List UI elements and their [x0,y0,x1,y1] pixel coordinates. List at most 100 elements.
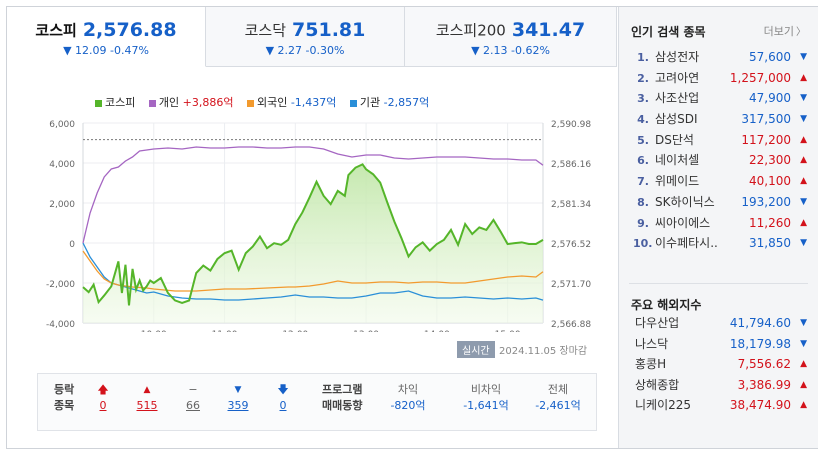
index-name[interactable]: 나스닥 [635,336,669,351]
legend-swatch [246,99,254,107]
stock-name[interactable]: 위메이드 [655,174,700,189]
down-arrow-icon: ▼ [800,52,807,62]
individual-line [82,146,544,244]
index-value: 18,179.98 [729,336,791,351]
legend-individual[interactable]: 개인 +3,886억 [148,96,234,109]
breadth-unchanged[interactable]: − 66 [173,382,213,414]
world-index-item[interactable]: 홍콩H 7,556.62 ▲ [633,354,807,375]
popular-item[interactable]: 9. 씨아이에스 11,260 ▲ [633,213,807,234]
breadth-count[interactable]: 0 [99,399,107,412]
stock-price: 1,257,000 [729,70,791,85]
popular-item[interactable]: 3. 사조산업 47,900 ▼ [633,88,807,109]
breadth-up[interactable]: ▲ 515 [127,382,167,414]
stock-name[interactable]: 네이처셀 [655,153,700,168]
down-arrow-icon: ▼ [800,196,807,207]
legend-value: +3,886억 [182,96,234,109]
down-arrow-icon: ▼ [234,385,242,395]
legend-institution[interactable]: 기관 -2,857억 [349,96,430,109]
breadth-count[interactable]: 359 [227,399,249,412]
legend-label: 기관 [359,96,381,109]
up-arrow-icon: ▲ [800,134,807,145]
legend-kospi[interactable]: 코스피 [95,96,135,109]
stock-price: 40,100 [749,174,791,189]
world-index-item[interactable]: 상해종합 3,386.99 ▲ [633,375,807,396]
up-arrow-icon: ▲ [143,385,151,395]
world-title: 주요 해외지수 [631,298,702,312]
stock-name[interactable]: 삼성전자 [655,50,700,64]
x-tick-label: 11:00 [212,330,238,332]
up-arrow-icon: ▲ [800,155,807,166]
popular-item[interactable]: 6. 네이처셀 22,300 ▲ [633,150,807,171]
popular-list: 1. 삼성전자 57,600 ▼ 2. 고려아연 1,257,000 ▲ 3. 사조산업 47,90… [633,47,807,254]
tab-kospi200[interactable]: 코스피200 341.47 ▼ 2.13 -0.62% [405,7,617,67]
rank: 8. [637,195,649,209]
program-total: 전체 -2,461억 [535,383,581,412]
index-value: 3,386.99 [737,377,791,392]
legend-swatch [148,99,156,107]
breadth-count[interactable]: 0 [279,399,287,412]
rank: 4. [637,113,649,127]
stock-name[interactable]: 삼성SDI [655,112,698,127]
upper-limit-arrow-icon: 🡅 [97,383,109,396]
popular-item[interactable]: 5. DS단석 117,200 ▲ [633,130,807,151]
breadth-count[interactable]: 515 [136,399,158,412]
intraday-chart: 6,000 2,590.98 4,000 2,586.16 2,000 2,581.34 0… [46,120,591,332]
tab-kosdaq[interactable]: 코스닥 751.81 ▼ 2.27 -0.30% [206,7,405,67]
legend-swatch [349,99,357,107]
world-index-item[interactable]: 다우산업 41,794.60 ▼ [633,313,807,334]
index-value: 7,556.62 [737,357,791,371]
popular-title: 인기 검색 종목 [631,25,706,39]
more-link[interactable]: 더보기 〉 [763,25,806,38]
stock-name[interactable]: 고려아연 [655,70,700,85]
index-value: 41,794.60 [729,316,791,330]
popular-item[interactable]: 4. 삼성SDI 317,500 ▼ [633,109,807,130]
popular-item[interactable]: 7. 위메이드 40,100 ▲ [633,171,807,192]
popular-item[interactable]: 8. SK하이닉스 193,200 ▼ [633,192,807,213]
index-name[interactable]: 다우산업 [635,316,680,330]
down-arrow-icon: ▼ [800,338,807,349]
popular-item[interactable]: 10. 이수페타시.. 31,850 ▼ [633,233,807,254]
y-left-tick-label: 2,000 [49,200,75,210]
index-name[interactable]: 홍콩H [635,357,667,371]
tab-value: 341.47 [511,19,586,41]
world-index-item[interactable]: 나스닥 18,179.98 ▼ [633,334,807,355]
legend-value: -2,857억 [383,96,430,109]
kospi-line [82,163,544,306]
y-right-tick-label: 2,571.70 [551,280,591,290]
rank: 7. [637,175,649,189]
breadth-lower-limit[interactable]: 🡇 0 [263,382,303,414]
stock-name[interactable]: DS단석 [655,132,694,147]
program-non-arbitrage: 비차익 -1,641억 [463,383,509,412]
legend-foreign[interactable]: 외국인 -1,437억 [246,96,337,109]
rank: 9. [637,216,649,230]
rank: 1. [637,51,649,64]
x-tick-label: 13:00 [353,330,379,332]
realtime-badge[interactable]: 실시간 [457,341,495,358]
breadth-down[interactable]: ▼ 359 [218,382,258,414]
tab-change: ▼ 2.27 -0.30% [265,44,345,57]
down-arrow-icon: ▼ [800,114,807,125]
world-index-list: 다우산업 41,794.60 ▼ 나스닥 18,179.98 ▼ 홍콩H 7,556.62 ▲ 상… [633,313,807,416]
chart-timestamp: 2024.11.05 장마감 [499,346,588,357]
y-left-tick-label: 0 [69,240,75,250]
down-arrow-icon: ▼ [800,238,807,249]
stock-name[interactable]: SK하이닉스 [655,194,715,209]
index-name[interactable]: 니케이225 [635,398,692,412]
breadth-upper-limit[interactable]: 🡅 0 [83,382,123,414]
rank: 10. [633,237,653,251]
chart-legend: 코스피 개인 +3,886억 외국인 -1,437억 기관 -2,857억 [95,94,439,110]
stock-name[interactable]: 씨아이에스 [655,215,711,230]
popular-item[interactable]: 1. 삼성전자 57,600 ▼ [633,47,807,68]
popular-item[interactable]: 2. 고려아연 1,257,000 ▲ [633,68,807,89]
index-name[interactable]: 상해종합 [635,377,680,392]
down-arrow-icon: ▼ [800,318,807,328]
world-index-item[interactable]: 니케이225 38,474.90 ▲ [633,395,807,416]
stock-name[interactable]: 사조산업 [655,91,700,106]
legend-value: -1,437억 [290,96,337,109]
y-right-tick-label: 2,566.88 [551,320,591,330]
stock-price: 57,600 [749,50,791,64]
stock-name[interactable]: 이수페타시.. [655,236,718,251]
breadth-count[interactable]: 66 [186,399,200,412]
unchanged-icon: − [188,383,198,396]
tab-kospi[interactable]: 코스피 2,576.88 ▼ 12.09 -0.47% [7,7,206,67]
